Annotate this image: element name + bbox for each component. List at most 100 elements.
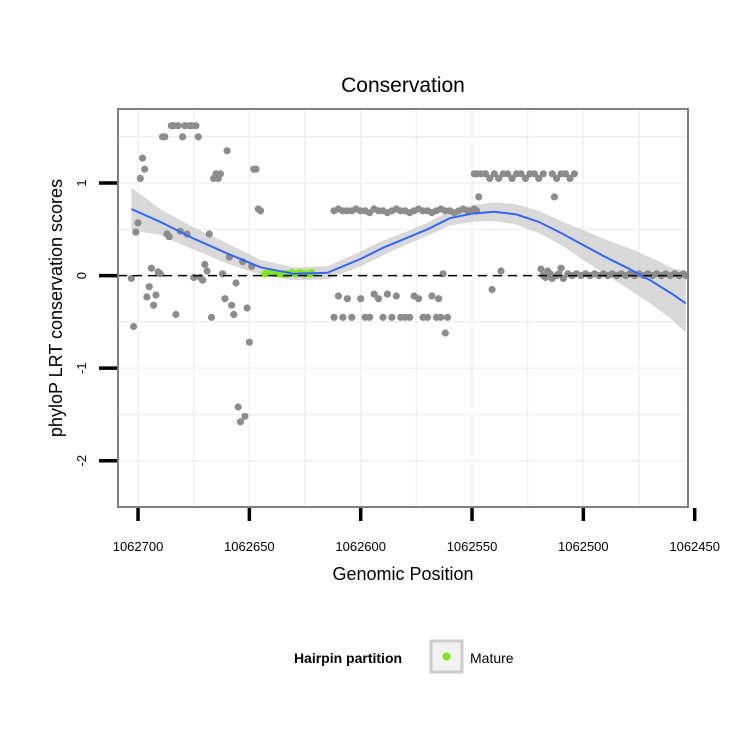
x-tick-label: 1062550 [447,539,498,554]
data-point [156,270,164,278]
data-point [234,403,242,411]
data-point [488,285,496,294]
data-point [221,295,229,303]
data-point [486,174,494,182]
data-point [423,313,432,321]
x-tick-label: 1062500 [558,539,609,554]
data-point [201,260,209,269]
data-point [559,274,567,282]
data-point [130,322,138,331]
data-point [216,170,224,178]
data-point [205,230,213,238]
x-axis: 1062700 1062650 1062600 1062550 1062500 10624… [113,508,720,554]
data-point [145,283,153,291]
data-point [330,313,338,321]
data-point [147,264,155,272]
data-point [203,267,211,275]
data-point [127,274,135,282]
data-point [521,174,530,182]
data-point [508,174,516,182]
x-tick-label: 1062650 [224,539,275,554]
data-point [566,174,574,182]
data-point [557,264,565,272]
data-point [334,292,342,300]
data-point [150,301,158,309]
data-point [437,313,445,321]
data-point [138,154,147,162]
data-point [504,170,512,178]
data-point [152,291,160,299]
legend: Hairpin partition Mature [294,639,514,674]
data-point [172,310,180,319]
data-point [553,174,561,182]
data-point [535,174,543,182]
y-tick-label: -1 [74,362,89,374]
data-point [232,279,240,287]
data-point [548,170,556,178]
data-point [443,313,452,321]
grid-lines [118,109,688,507]
data-point [490,170,498,178]
y-tick-label: 0 [74,272,89,279]
data-point [207,313,216,321]
data-point [161,133,169,141]
smooth-trend-line [130,208,687,305]
plot-panel [118,109,688,507]
x-axis-title: Genomic Position [332,564,473,584]
data-point [379,313,387,321]
data-point [256,207,265,215]
data-point [392,292,400,300]
y-axis: 1 0 -1 -2 [74,179,117,466]
legend-mature-dot [442,652,451,661]
data-point [530,170,539,178]
data-point [192,122,200,130]
x-tick-label: 1062450 [669,539,720,554]
x-tick-label: 1062700 [113,539,164,554]
chart-title: Conservation [341,74,465,97]
data-point [406,313,414,321]
legend-title: Hairpin partition [294,650,402,666]
data-points [127,122,690,426]
data-point [374,295,383,303]
data-point [497,267,505,275]
data-point [230,310,238,319]
data-point [143,293,151,301]
data-point [428,292,436,300]
data-point [370,290,378,298]
data-point [141,165,149,173]
data-point [132,228,140,236]
data-point [388,313,396,321]
data-point [357,295,365,303]
data-point [537,265,545,273]
data-point [441,329,449,337]
y-tick-label: -2 [74,455,89,467]
x-tick-label: 1062600 [335,539,386,554]
data-point [165,233,173,241]
data-point [481,170,489,178]
data-point [236,418,245,426]
data-point [570,170,579,178]
data-point [539,170,547,178]
data-point [223,147,231,155]
data-point [245,338,253,346]
data-point [415,295,423,303]
data-point [550,193,559,201]
data-point [199,276,207,284]
data-point [134,219,142,227]
data-point [348,313,356,321]
data-point [179,133,187,141]
data-point [228,301,236,309]
y-tick-label: 1 [74,179,89,186]
y-axis-title: phyloP LRT conservation scores [46,179,66,437]
legend-label-mature: Mature [470,650,514,666]
data-point [339,313,347,321]
data-point [194,133,202,141]
data-point [561,170,570,178]
data-point [366,313,374,321]
data-point [136,174,144,182]
plot-border [117,108,689,508]
data-point [495,174,503,182]
data-point [252,165,260,173]
data-point [243,304,251,312]
